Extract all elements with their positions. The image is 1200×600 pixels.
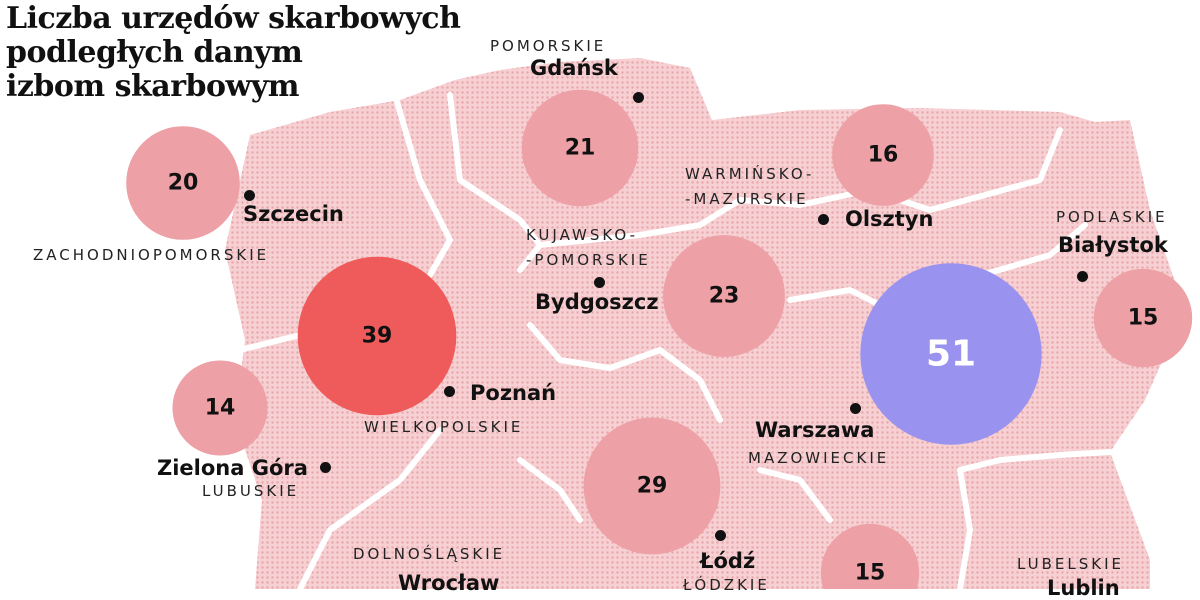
region-label-lodzkie: ŁÓDZKIE: [683, 576, 770, 594]
city-label-zielona-gora: Zielona Góra: [157, 456, 308, 480]
region-label-lubelskie: LUBELSKIE: [1017, 555, 1124, 573]
city-label-lublin: Lublin: [1047, 576, 1120, 600]
bubble-zielona-gora: [172, 360, 268, 456]
city-marker-gdansk: [633, 92, 644, 103]
bubble-warszawa: [860, 263, 1042, 445]
city-label-olsztyn: Olsztyn: [845, 207, 934, 231]
region-label-kujawsko-line2: -POMORSKIE: [526, 251, 651, 269]
title-line-1: Liczba urzędów skarbowych: [6, 1, 461, 36]
region-label-kujawsko-line1: KUJAWSKO-: [526, 226, 639, 244]
city-marker-szczecin: [244, 190, 255, 201]
city-marker-bialystok: [1077, 271, 1088, 282]
bubble-value-bydgoszcz: 23: [709, 284, 740, 309]
bubble-value-warszawa: 51: [926, 334, 976, 375]
bubble-value-zielona-gora: 14: [205, 396, 236, 421]
bubble-olsztyn: [832, 104, 934, 206]
city-marker-olsztyn: [818, 214, 829, 225]
region-label-zachodniopomorskie: ZACHODNIOPOMORSKIE: [33, 246, 270, 264]
bubble-value-szczecin: 20: [168, 171, 199, 196]
bubble-value-gdansk: 21: [565, 136, 596, 161]
city-label-szczecin: Szczecin: [243, 202, 344, 226]
bubble-value-unlabeled: 15: [855, 561, 886, 586]
city-label-warszawa: Warszawa: [755, 418, 875, 442]
city-marker-warszawa: [850, 403, 861, 414]
city-label-poznan: Poznań: [470, 381, 557, 405]
city-marker-zielona-gora: [320, 462, 331, 473]
region-label-mazowieckie: MAZOWIECKIE: [748, 449, 890, 467]
bubble-lodz: [583, 417, 721, 555]
region-label-wielkopolskie: WIELKOPOLSKIE: [364, 418, 524, 436]
bubble-unlabeled: [820, 523, 920, 589]
region-label-podlaskie: PODLASKIE: [1056, 208, 1168, 226]
title-line-3: izbom skarbowym: [6, 69, 300, 104]
bubble-value-poznan: 39: [362, 324, 393, 349]
bubble-value-olsztyn: 16: [868, 143, 899, 168]
title-line-2: podległych danym: [6, 35, 303, 70]
city-marker-bydgoszcz: [594, 277, 605, 288]
bubble-gdansk: [521, 89, 639, 207]
bubble-value-lodz: 29: [637, 474, 668, 499]
city-label-wroclaw: Wrocław: [398, 571, 500, 595]
region-label-warminsko-line2: -MAZURSKIE: [685, 190, 809, 208]
city-marker-lodz: [715, 530, 726, 541]
city-marker-poznan: [444, 386, 455, 397]
bubble-bialystok: [1093, 268, 1193, 368]
bubble-value-bialystok: 15: [1128, 306, 1159, 331]
region-label-dolnoslaskie: DOLNOŚLĄSKIE: [353, 545, 506, 563]
region-label-warminsko-line1: WARMIŃSKO-: [685, 165, 815, 183]
bubble-szczecin: [126, 126, 240, 240]
chart-title: Liczba urzędów skarbowych podległych dan…: [6, 1, 461, 104]
region-borders: [237, 92, 1113, 589]
bubble-poznan: [297, 256, 457, 416]
city-label-bialystok: Białystok: [1058, 233, 1168, 257]
region-label-lubuskie: LUBUSKIE: [202, 482, 300, 500]
region-label-pomorskie: POMORSKIE: [490, 37, 607, 55]
bubble-bydgoszcz: [663, 235, 785, 357]
city-label-bydgoszcz: Bydgoszcz: [535, 290, 659, 314]
city-label-gdansk: Gdańsk: [530, 56, 618, 80]
city-label-lodz: Łódź: [700, 549, 756, 573]
